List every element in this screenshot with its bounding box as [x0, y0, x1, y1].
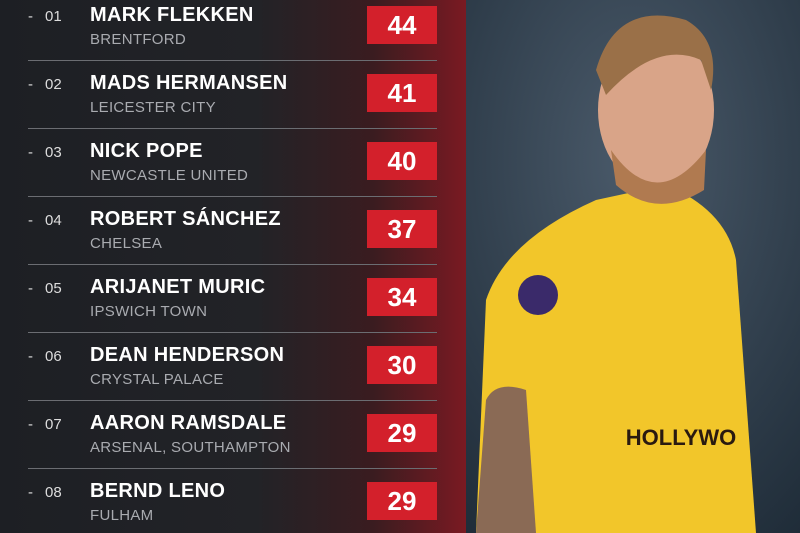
row: -03 NICK POPE NEWCASTLE UNITED 40 — [0, 136, 466, 204]
shirt-sponsor: HOLLYWO — [626, 425, 736, 450]
club-name: ARSENAL, SOUTHAMPTON — [90, 439, 291, 456]
value-badge: 29 — [367, 482, 437, 520]
value-badge: 44 — [367, 6, 437, 44]
dash: - — [28, 212, 33, 229]
player-name: DEAN HENDERSON — [90, 344, 285, 366]
separator — [28, 468, 437, 469]
rank: 04 — [45, 212, 62, 229]
value-badge: 37 — [367, 210, 437, 248]
player-name: NICK POPE — [90, 140, 203, 162]
row: -02 MADS HERMANSEN LEICESTER CITY 41 — [0, 68, 466, 136]
rank: 02 — [45, 76, 62, 93]
dash: - — [28, 416, 33, 433]
separator — [28, 400, 437, 401]
club-name: LEICESTER CITY — [90, 99, 216, 116]
value-badge: 29 — [367, 414, 437, 452]
rank: 03 — [45, 144, 62, 161]
player-name: ARIJANET MURIC — [90, 276, 266, 298]
separator — [28, 264, 437, 265]
dash: - — [28, 348, 33, 365]
row: -04 ROBERT SÁNCHEZ CHELSEA 37 — [0, 204, 466, 272]
value-badge: 34 — [367, 278, 437, 316]
dash: - — [28, 484, 33, 501]
separator — [28, 128, 437, 129]
row: -06 DEAN HENDERSON CRYSTAL PALACE 30 — [0, 340, 466, 408]
row: -01 MARK FLEKKEN BRENTFORD 44 — [0, 0, 466, 68]
separator — [28, 332, 437, 333]
rank: 07 — [45, 416, 62, 433]
value-badge: 30 — [367, 346, 437, 384]
player-name: BERND LENO — [90, 480, 226, 502]
player-name: ROBERT SÁNCHEZ — [90, 208, 281, 230]
dash: - — [28, 144, 33, 161]
rank: 08 — [45, 484, 62, 501]
player-name: MARK FLEKKEN — [90, 4, 254, 26]
dash: - — [28, 76, 33, 93]
row: -07 AARON RAMSDALE ARSENAL, SOUTHAMPTON 29 — [0, 408, 466, 476]
dash: - — [28, 280, 33, 297]
separator — [28, 60, 437, 61]
club-name: BRENTFORD — [90, 31, 187, 48]
player-name: AARON RAMSDALE — [90, 412, 287, 434]
club-name: NEWCASTLE UNITED — [90, 167, 249, 184]
player-photo: HOLLYWO — [466, 0, 800, 533]
club-name: FULHAM — [90, 507, 154, 524]
value-badge: 41 — [367, 74, 437, 112]
row: -05 ARIJANET MURIC IPSWICH TOWN 34 — [0, 272, 466, 340]
rank: 01 — [45, 8, 62, 25]
rank: 06 — [45, 348, 62, 365]
row: -08 BERND LENO FULHAM 29 — [0, 476, 466, 533]
value-badge: 40 — [367, 142, 437, 180]
player-name: MADS HERMANSEN — [90, 72, 288, 94]
rank: 05 — [45, 280, 62, 297]
club-name: CRYSTAL PALACE — [90, 371, 224, 388]
leaderboard: -01 MARK FLEKKEN BRENTFORD 44-02 MADS HERMAN… — [0, 0, 466, 533]
dash: - — [28, 8, 33, 25]
club-name: IPSWICH TOWN — [90, 303, 208, 320]
club-name: CHELSEA — [90, 235, 163, 252]
separator — [28, 196, 437, 197]
